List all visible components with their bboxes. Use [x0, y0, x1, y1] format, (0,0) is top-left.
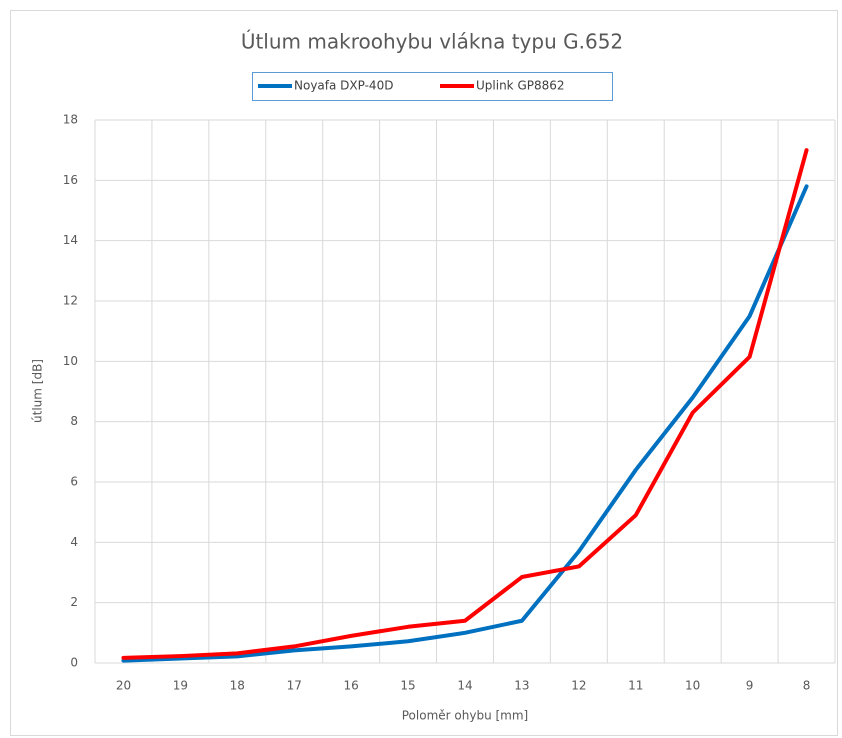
- legend-label: Uplink GP8862: [476, 79, 565, 93]
- y-tick-label: 2: [70, 595, 78, 609]
- y-tick-label: 12: [63, 294, 78, 308]
- y-tick-label: 10: [63, 354, 78, 368]
- y-tick-label: 18: [63, 113, 78, 127]
- y-tick-label: 16: [63, 173, 78, 187]
- x-tick-label: 11: [628, 679, 643, 693]
- x-tick-label: 17: [287, 679, 302, 693]
- x-tick-label: 14: [457, 679, 472, 693]
- x-tick-label: 19: [173, 679, 188, 693]
- y-tick-label: 14: [63, 233, 78, 247]
- chart-frame: [10, 10, 838, 736]
- x-tick-label: 9: [746, 679, 754, 693]
- y-tick-label: 6: [70, 475, 78, 489]
- x-tick-label: 10: [685, 679, 700, 693]
- y-tick-label: 8: [70, 414, 78, 428]
- x-tick-label: 12: [571, 679, 586, 693]
- y-tick-label: 4: [70, 535, 78, 549]
- series-line: [121, 184, 809, 663]
- y-tick-label: 0: [70, 656, 78, 670]
- legend-label: Noyafa DXP-40D: [294, 79, 393, 93]
- x-tick-label: 15: [400, 679, 415, 693]
- legend-box: [252, 72, 613, 101]
- series-line: [121, 148, 809, 660]
- x-tick-label: 18: [230, 679, 245, 693]
- x-tick-label: 8: [803, 679, 811, 693]
- x-axis-label: Poloměr ohybu [mm]: [402, 709, 528, 723]
- y-axis-label: útlum [dB]: [31, 359, 45, 423]
- chart-title: Útlum makroohybu vlákna typu G.652: [241, 30, 623, 54]
- x-tick-label: 20: [116, 679, 131, 693]
- x-tick-label: 13: [514, 679, 529, 693]
- x-tick-label: 16: [344, 679, 359, 693]
